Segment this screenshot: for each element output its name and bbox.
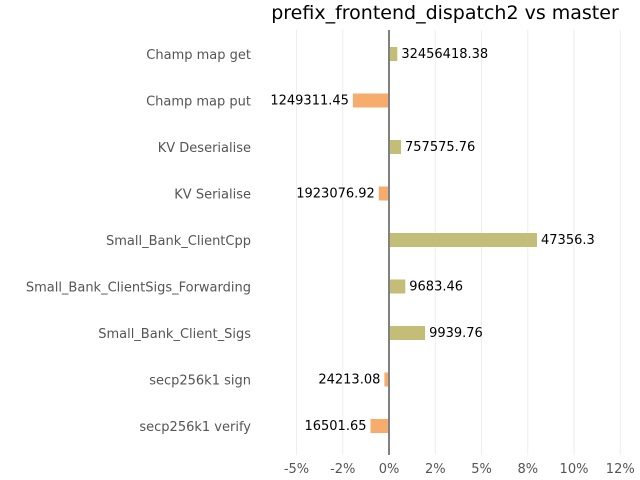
x-tick-label: 5% [471, 462, 492, 477]
value-label: 47356.3 [541, 233, 595, 248]
category-label: secp256k1 sign [149, 374, 251, 389]
bar [384, 372, 389, 387]
category-label: Small_Bank_ClientSigs_Forwarding [26, 281, 251, 296]
category-labels: Champ map get Champ map put KV Deserialise… [26, 48, 251, 435]
x-tick-labels: -5% -2% 0% 2% 5% 8% 10% 12% [284, 462, 635, 477]
category-label: Champ map get [146, 48, 251, 63]
x-tick-label: -2% [330, 462, 355, 477]
bar [389, 233, 537, 247]
value-label: 757575.76 [405, 140, 475, 155]
category-label: KV Serialise [174, 188, 251, 203]
bar [389, 326, 426, 340]
value-labels: 32456418.38 1249311.45 757575.76 1923076.92… [270, 47, 594, 434]
bar [378, 186, 389, 201]
x-tick-label: 0% [379, 462, 400, 477]
value-label: 16501.65 [304, 419, 366, 434]
x-tick-label: -5% [284, 462, 309, 477]
bars [352, 47, 537, 433]
bar [389, 279, 406, 294]
x-tick-label: 10% [560, 462, 589, 477]
value-label: 1249311.45 [270, 94, 349, 109]
value-label: 32456418.38 [401, 47, 488, 62]
chart-title: prefix_frontend_dispatch2 vs master [271, 2, 619, 24]
value-label: 24213.08 [318, 373, 380, 388]
x-tick-label: 2% [425, 462, 446, 477]
value-label: 9683.46 [409, 280, 463, 295]
value-label: 1923076.92 [296, 187, 375, 202]
bar [370, 419, 389, 433]
bar [389, 140, 402, 154]
x-tick-label: 12% [606, 462, 635, 477]
value-label: 9939.76 [429, 326, 483, 341]
bar [352, 93, 389, 108]
x-tick-label: 8% [517, 462, 538, 477]
category-label: Champ map put [146, 95, 251, 110]
category-label: Small_Bank_Client_Sigs [98, 327, 251, 342]
category-label: KV Deserialise [158, 141, 251, 156]
category-label: secp256k1 verify [139, 420, 251, 435]
category-label: Small_Bank_ClientCpp [106, 234, 251, 249]
bar [389, 47, 398, 61]
